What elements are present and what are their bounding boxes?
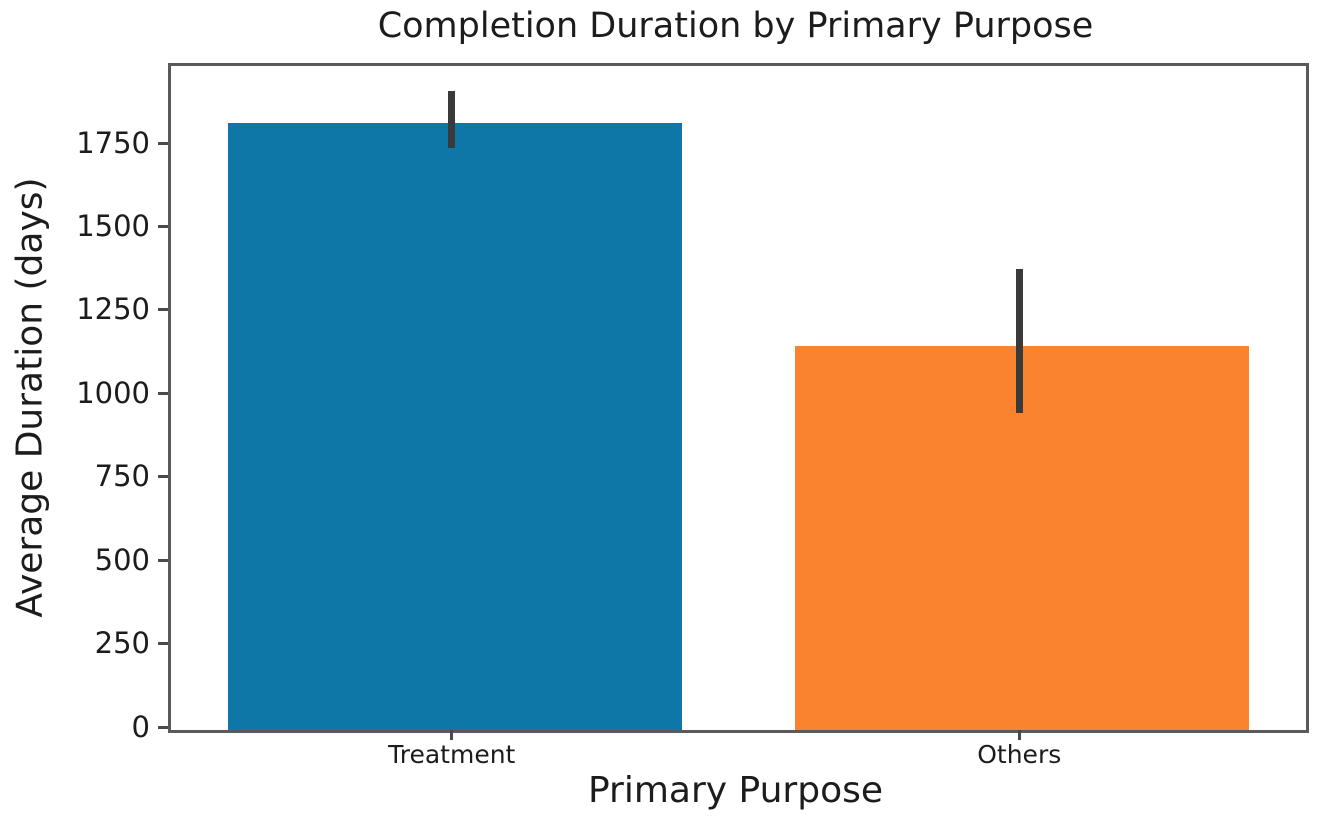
y-tick-mark bbox=[158, 391, 168, 395]
bar-treatment bbox=[227, 122, 682, 730]
y-tick-label: 250 bbox=[94, 626, 150, 661]
y-tick-mark bbox=[158, 224, 168, 228]
y-tick-mark bbox=[158, 475, 168, 479]
y-tick-label: 1250 bbox=[76, 292, 150, 327]
y-tick-mark bbox=[158, 642, 168, 646]
x-tick-mark bbox=[450, 730, 454, 740]
y-tick-label: 500 bbox=[94, 542, 150, 577]
y-tick-label: 1750 bbox=[76, 125, 150, 160]
x-axis-label: Primary Purpose bbox=[587, 770, 884, 811]
x-tick-mark bbox=[1017, 730, 1021, 740]
error-bar-others bbox=[1015, 269, 1023, 414]
y-tick-label: 0 bbox=[131, 709, 150, 744]
y-tick-mark bbox=[158, 558, 168, 562]
plot-area bbox=[168, 63, 1309, 733]
chart-title: Completion Duration by Primary Purpose bbox=[377, 6, 1094, 46]
y-tick-mark bbox=[158, 725, 168, 729]
y-tick-mark bbox=[158, 141, 168, 145]
y-tick-label: 750 bbox=[94, 459, 150, 494]
error-bar-treatment bbox=[448, 91, 456, 149]
y-tick-label: 1000 bbox=[76, 375, 150, 410]
y-tick-mark bbox=[158, 308, 168, 312]
x-tick-label: Treatment bbox=[388, 740, 516, 769]
x-tick-label: Others bbox=[977, 740, 1062, 769]
y-tick-label: 1500 bbox=[76, 208, 150, 243]
